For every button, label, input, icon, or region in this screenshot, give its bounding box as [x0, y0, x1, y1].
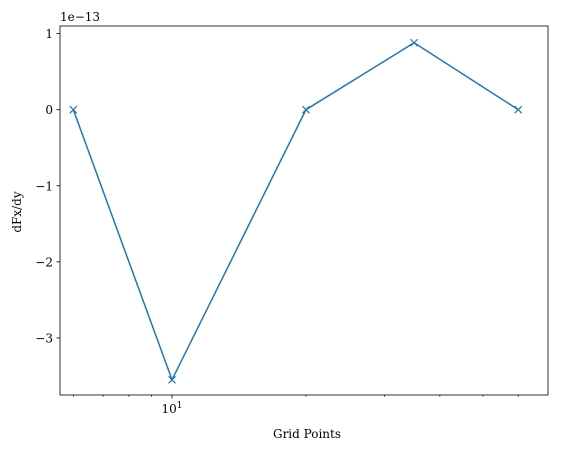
- series-0-line: [72, 41, 519, 382]
- plot-area: 1 0 −1 −2 −3 101: [35, 25, 549, 416]
- data-point-4: [514, 105, 523, 114]
- data-point-1: [168, 375, 176, 384]
- data-point-3: [410, 38, 419, 47]
- y-tick-label-2: −1: [35, 179, 53, 193]
- data-point-2: [302, 105, 310, 114]
- y-tick-label-3: −2: [35, 255, 53, 269]
- x-tick-label-0: 101: [162, 401, 183, 416]
- y-axis-offset-label: 1e−13: [60, 10, 100, 24]
- y-tick-label-1: 0: [45, 103, 53, 117]
- y-axis-label: dFx/dy: [10, 191, 24, 233]
- data-point-0: [69, 105, 78, 114]
- y-tick-label-0: 1: [45, 27, 53, 41]
- y-tick-label-4: −3: [35, 331, 53, 345]
- plot-frame: [59, 25, 549, 396]
- x-axis-label: Grid Points: [273, 427, 341, 441]
